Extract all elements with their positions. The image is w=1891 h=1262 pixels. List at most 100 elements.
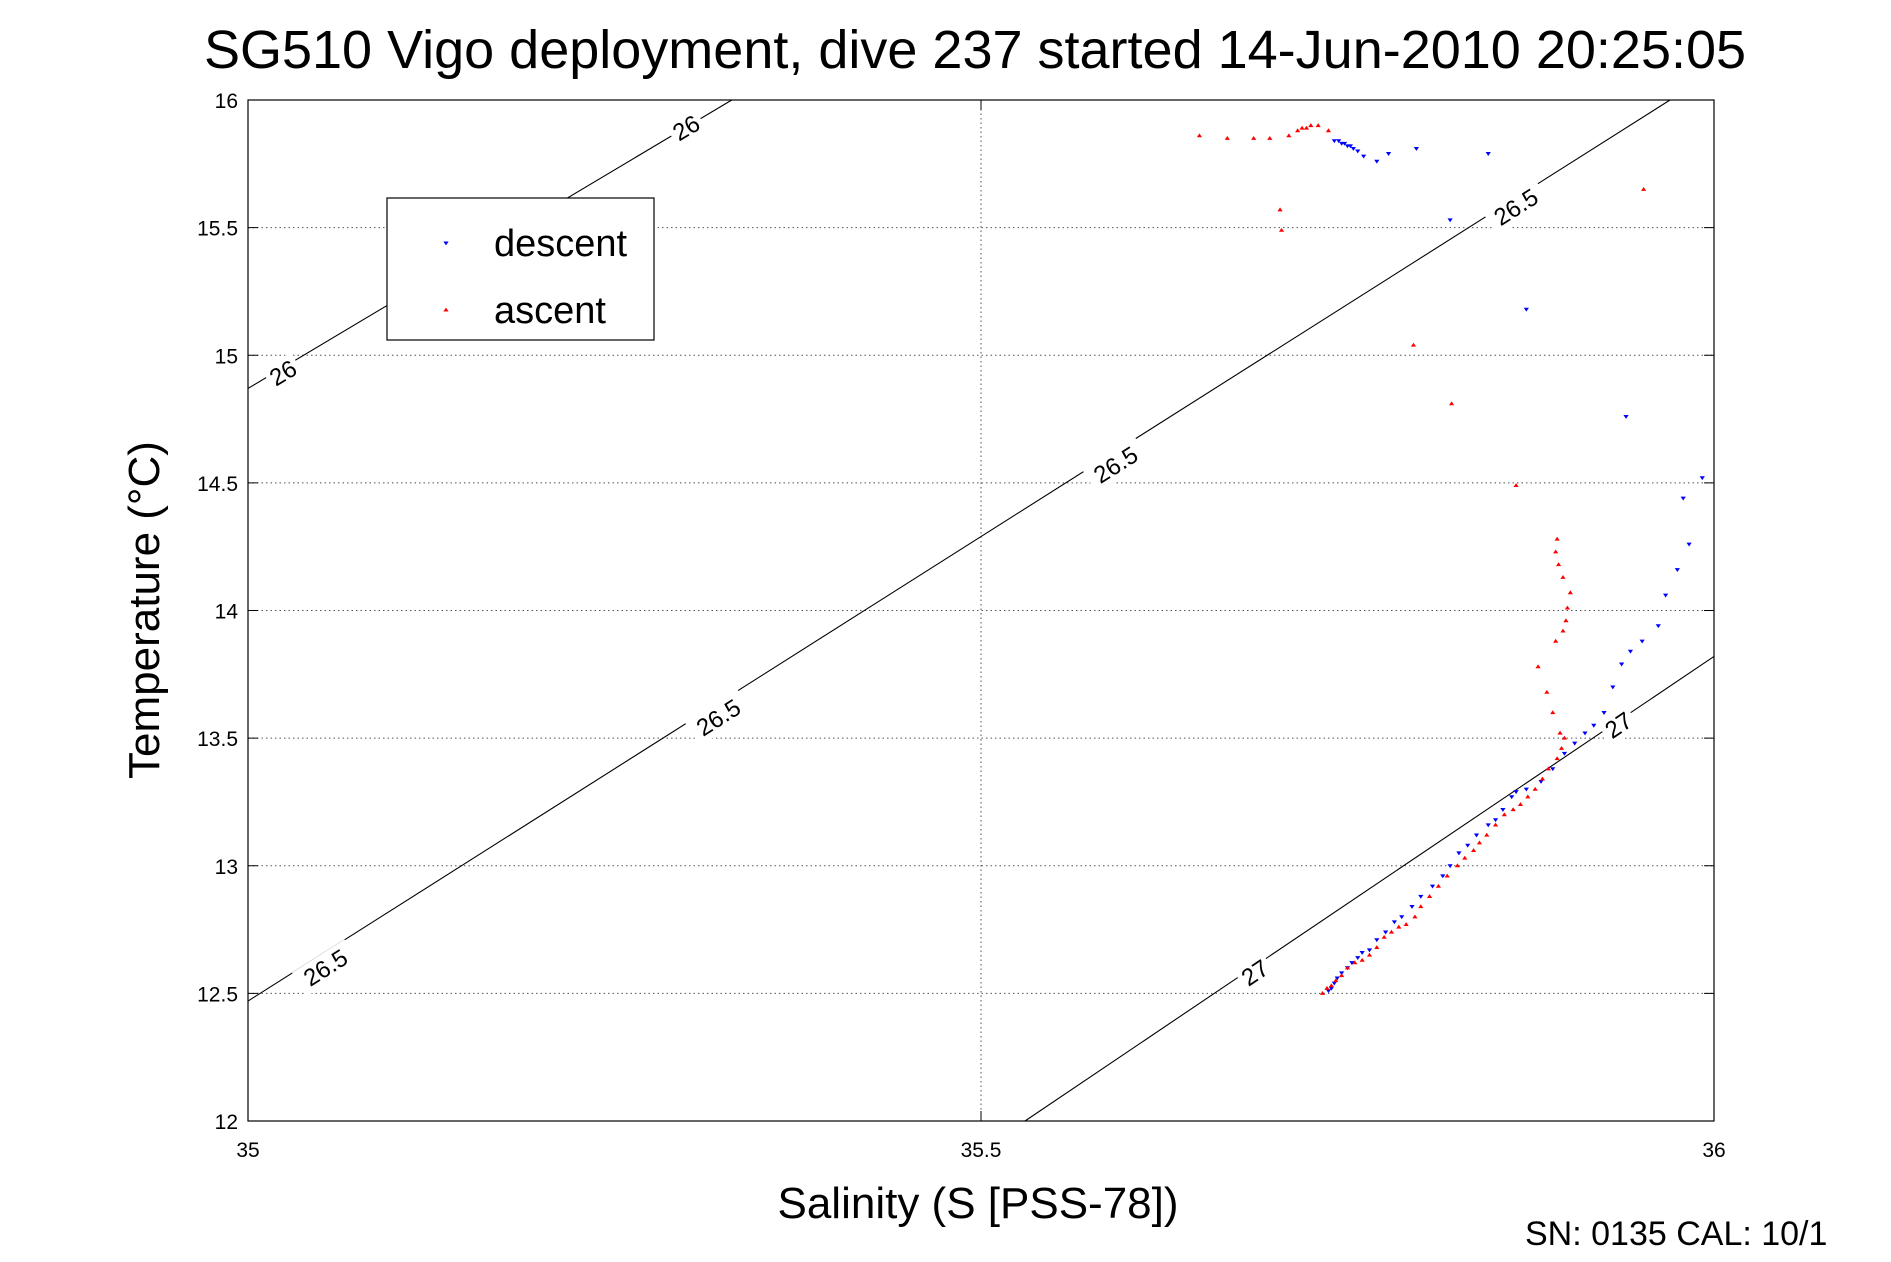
ascent-point: [1545, 766, 1551, 771]
isopycnal-27: [1024, 655, 1715, 1122]
ascent-point: [1267, 135, 1273, 140]
ascent-point: [1525, 794, 1531, 799]
y-tick-label: 16: [215, 90, 238, 113]
descent-point: [1500, 808, 1506, 812]
descent-point: [1485, 823, 1491, 828]
ascent-point: [1278, 227, 1285, 232]
descent-point: [1485, 152, 1491, 156]
ascent-point: [1251, 135, 1257, 140]
data-points: [1196, 123, 1705, 995]
ascent-point: [1532, 786, 1538, 791]
y-tick-label: 14: [215, 601, 239, 624]
descent-point: [1361, 154, 1367, 159]
descent-point: [1572, 741, 1578, 746]
descent-point: [1328, 986, 1334, 991]
ascent-point: [1484, 832, 1490, 837]
descent-point: [1492, 818, 1499, 823]
series-descent: [1325, 139, 1705, 994]
descent-point: [1473, 833, 1480, 838]
y-tick-label: 12.5: [197, 983, 238, 1006]
isopycnal-label-gap: [1596, 704, 1641, 747]
ascent-point: [1286, 133, 1292, 138]
legend-box: [386, 197, 655, 341]
ascent-point: [1554, 536, 1560, 541]
ascent-point: [1560, 628, 1566, 633]
descent-point: [1538, 779, 1544, 784]
legend-label-ascent: ascent: [494, 290, 606, 332]
descent-point: [1456, 851, 1462, 856]
ascent-point: [1352, 960, 1358, 965]
ascent-point: [1476, 840, 1483, 845]
ascent-point: [1567, 590, 1573, 595]
descent-point: [1366, 948, 1373, 953]
ascent-point: [1470, 848, 1477, 852]
x-tick-label: 36: [1702, 1139, 1725, 1162]
ascent-point: [1299, 125, 1305, 130]
descent-point: [1680, 496, 1686, 501]
descent-point: [1331, 981, 1337, 986]
descent-point: [1374, 938, 1380, 943]
descent-point: [1336, 139, 1342, 144]
legend-marker-ascent: [443, 307, 449, 312]
descent-point: [1440, 874, 1446, 879]
legend: descent ascent: [386, 197, 655, 341]
axis-ticks: 35 35.5 36 12 12.5 13 13.5 14 14.5 15 15.5 16: [197, 90, 1726, 1162]
descent-point: [1355, 956, 1361, 960]
descent-point: [1509, 795, 1515, 800]
descent-point: [1399, 915, 1405, 920]
ascent-point: [1553, 549, 1559, 554]
descent-point: [1619, 662, 1625, 667]
y-tick-label: 13.5: [197, 728, 238, 751]
ascent-point: [1444, 873, 1450, 878]
descent-point: [1391, 920, 1398, 925]
ascent-point: [1563, 618, 1569, 623]
legend-label-descent: descent: [494, 223, 628, 265]
ascent-point: [1324, 985, 1330, 990]
ascent-point: [1403, 922, 1409, 927]
ascent-point: [1328, 983, 1334, 988]
legend-marker-descent: [443, 241, 449, 246]
ascent-point: [1315, 123, 1321, 128]
descent-point: [1639, 639, 1645, 644]
ascent-point: [1554, 756, 1560, 761]
ascent-point: [1344, 965, 1351, 970]
ascent-point: [1412, 914, 1418, 919]
ascent-point: [1513, 483, 1519, 487]
y-tick-label: 12: [215, 1111, 238, 1134]
calibration-footer: SN: 0135 CAL: 10/1: [1525, 1215, 1827, 1253]
descent-point: [1627, 649, 1634, 654]
ascent-point: [1388, 929, 1395, 934]
y-tick-label: 14.5: [197, 473, 238, 496]
descent-point: [1561, 751, 1568, 756]
ascent-point: [1410, 342, 1417, 347]
descent-point: [1347, 144, 1354, 149]
y-axis-label: Temperature (°C): [120, 441, 169, 779]
descent-point: [1447, 864, 1453, 869]
ascent-point: [1359, 957, 1365, 962]
ascent-point: [1277, 207, 1283, 212]
descent-point: [1582, 731, 1588, 736]
ascent-point: [1295, 128, 1301, 133]
x-tick-label: 35: [236, 1139, 259, 1162]
ascent-point: [1435, 883, 1441, 888]
ascent-point: [1325, 128, 1332, 133]
isopycnal-label-gap: [1482, 178, 1550, 236]
ascent-point: [1303, 125, 1310, 130]
descent-point: [1686, 542, 1692, 547]
y-tick-label: 15.5: [197, 218, 238, 241]
isopycnal-label-gap: [664, 107, 709, 149]
ascent-point: [1564, 605, 1570, 610]
descent-point: [1349, 961, 1355, 966]
descent-point: [1409, 905, 1415, 909]
ascent-point: [1448, 401, 1455, 406]
ascent-point: [1539, 776, 1546, 781]
descent-point: [1465, 843, 1471, 848]
y-tick-label: 13: [215, 856, 238, 879]
ascent-point: [1196, 133, 1203, 138]
descent-point: [1385, 152, 1392, 156]
descent-point: [1355, 149, 1361, 154]
descent-point: [1591, 723, 1597, 728]
y-tick-label: 15: [215, 345, 238, 368]
descent-point: [1523, 787, 1529, 792]
